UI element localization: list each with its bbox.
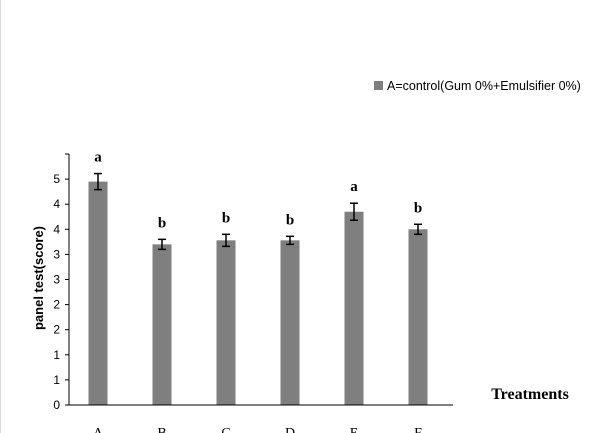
y-axis-label: panel test(score) <box>31 226 46 330</box>
error-bars <box>94 172 422 251</box>
y-tick-label: 5 <box>53 172 60 186</box>
y-tick-label: 4 <box>53 222 60 236</box>
x-tick-label: F <box>414 426 422 433</box>
x-tick-label: C <box>221 426 230 433</box>
significance-label: b <box>158 215 166 231</box>
y-tick-label: 0 <box>53 398 60 412</box>
x-axis-ticks: A B C D E F <box>93 426 422 433</box>
bar <box>408 229 428 405</box>
y-tick-label: 1 <box>53 373 60 387</box>
y-tick-label: 4 <box>53 197 60 211</box>
y-axis-ticks: 0 1 1 2 2 3 3 4 4 5 <box>53 153 69 412</box>
y-tick-label: 2 <box>53 298 60 312</box>
x-tick-label: B <box>157 426 166 433</box>
legend-label: A=control(Gum 0%+Emulsifier 0%) <box>387 79 581 93</box>
y-tick-label: 3 <box>53 273 60 287</box>
legend-swatch <box>374 81 383 90</box>
y-tick-label: 3 <box>53 247 60 261</box>
x-axis-label: Treatments <box>491 386 569 403</box>
x-tick-label: E <box>350 426 359 433</box>
legend: A=control(Gum 0%+Emulsifier 0%) <box>374 79 581 93</box>
bar <box>280 240 300 405</box>
significance-label: b <box>286 212 294 228</box>
significance-label: a <box>94 150 102 166</box>
y-tick-label: 1 <box>53 348 60 362</box>
significance-letters: a b b b a b <box>94 150 422 232</box>
significance-label: b <box>222 210 230 226</box>
significance-label: a <box>350 179 358 195</box>
y-tick-label: 2 <box>53 323 60 337</box>
x-tick-label: A <box>93 426 104 433</box>
x-tick-label: D <box>285 426 295 433</box>
bar <box>216 240 236 405</box>
significance-label: b <box>414 200 422 216</box>
bars <box>88 181 428 405</box>
bar <box>88 181 108 405</box>
bar <box>152 244 172 405</box>
bar <box>344 211 364 405</box>
